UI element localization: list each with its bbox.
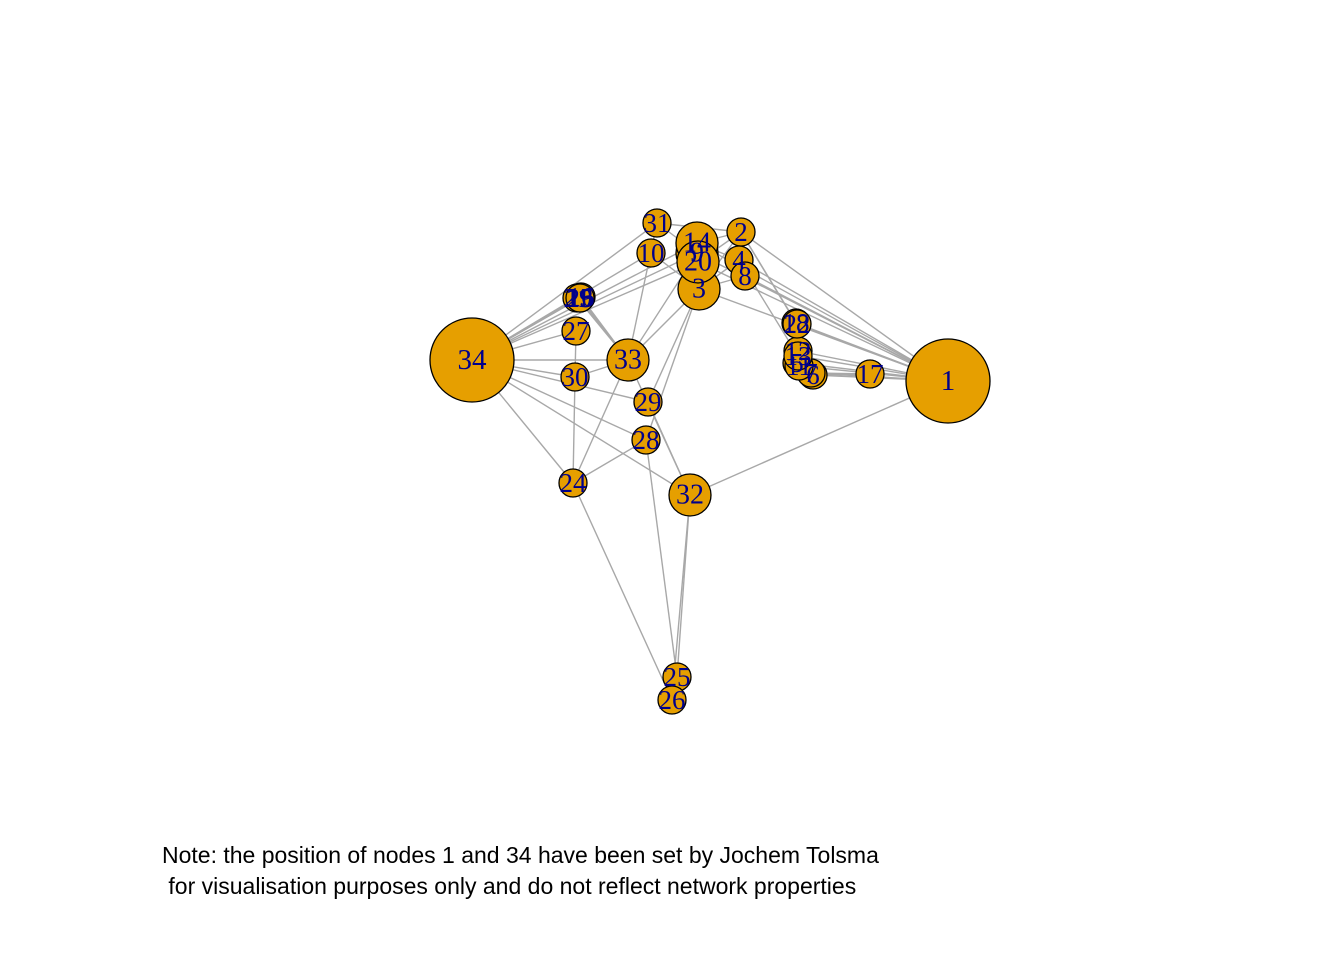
node-label-27: 27	[563, 316, 590, 346]
node-20	[676, 240, 720, 284]
node-label-21: 21	[564, 283, 591, 313]
node-28	[631, 425, 661, 455]
footnote-line-2: for visualisation purposes only and do n…	[162, 873, 857, 899]
node-label-18: 18	[783, 308, 810, 338]
edge-24-30	[572, 376, 576, 484]
node-label-14: 14	[683, 228, 711, 259]
node-1	[905, 338, 991, 424]
node-label-8: 8	[738, 261, 752, 291]
node-label-32: 32	[676, 480, 704, 511]
edge-32-33	[627, 359, 691, 496]
node-label-22: 22	[784, 309, 811, 339]
node-34	[429, 317, 515, 403]
node-label-1: 1	[941, 365, 956, 397]
node-label-16: 16	[568, 282, 595, 312]
node-label-31: 31	[644, 208, 671, 238]
node-label-13: 13	[785, 341, 812, 371]
node-label-28: 28	[633, 425, 660, 455]
node-23	[565, 283, 595, 313]
node-17	[855, 359, 885, 389]
footnote-line-1: Note: the position of nodes 1 and 34 hav…	[162, 842, 879, 868]
node-layer: 245 6781011121315161718192122232425262728…	[429, 208, 991, 715]
edge-2-22	[740, 231, 798, 325]
node-label-9: 9	[690, 238, 704, 269]
node-label-24: 24	[560, 468, 588, 498]
edge-24-33	[572, 359, 629, 484]
node-31	[642, 208, 672, 238]
node-label-34: 34	[458, 344, 488, 376]
node-label-5: 5	[790, 348, 804, 378]
node-22	[782, 309, 812, 339]
node-13	[783, 341, 813, 371]
node-27	[561, 316, 591, 346]
node-label-6: 6	[806, 360, 820, 390]
edge-24-26	[572, 482, 673, 701]
node-label-26: 26	[659, 685, 686, 715]
node-24	[558, 468, 588, 498]
node-label-33: 33	[614, 345, 642, 376]
node-label-20: 20	[684, 247, 712, 278]
node-label-4: 4	[732, 245, 746, 275]
node-label-29: 29	[635, 387, 662, 417]
node-32	[668, 473, 712, 517]
node-label-3: 3	[692, 274, 706, 305]
node-label-30: 30	[562, 362, 589, 392]
edge-32-34	[471, 359, 691, 496]
edge-1-32	[689, 380, 949, 496]
node-33	[606, 338, 650, 382]
node-label-23: 23	[567, 283, 594, 313]
node-26	[657, 685, 687, 715]
node-label-25: 25	[664, 662, 691, 692]
node-label-17: 17	[857, 359, 884, 389]
node-label-11: 11	[786, 351, 812, 381]
node-label-10: 10	[638, 238, 665, 268]
node-label-2: 2	[734, 217, 748, 247]
node-label-7: 7	[804, 358, 818, 388]
node-10	[636, 238, 666, 268]
node-30	[560, 362, 590, 392]
node-label-19: 19	[566, 283, 593, 313]
footnote: Note: the position of nodes 1 and 34 hav…	[162, 840, 879, 902]
node-29	[633, 387, 663, 417]
edge-25-28	[645, 439, 678, 678]
node-label-15: 15	[567, 283, 594, 313]
node-8	[730, 261, 760, 291]
node-label-12: 12	[785, 336, 812, 366]
